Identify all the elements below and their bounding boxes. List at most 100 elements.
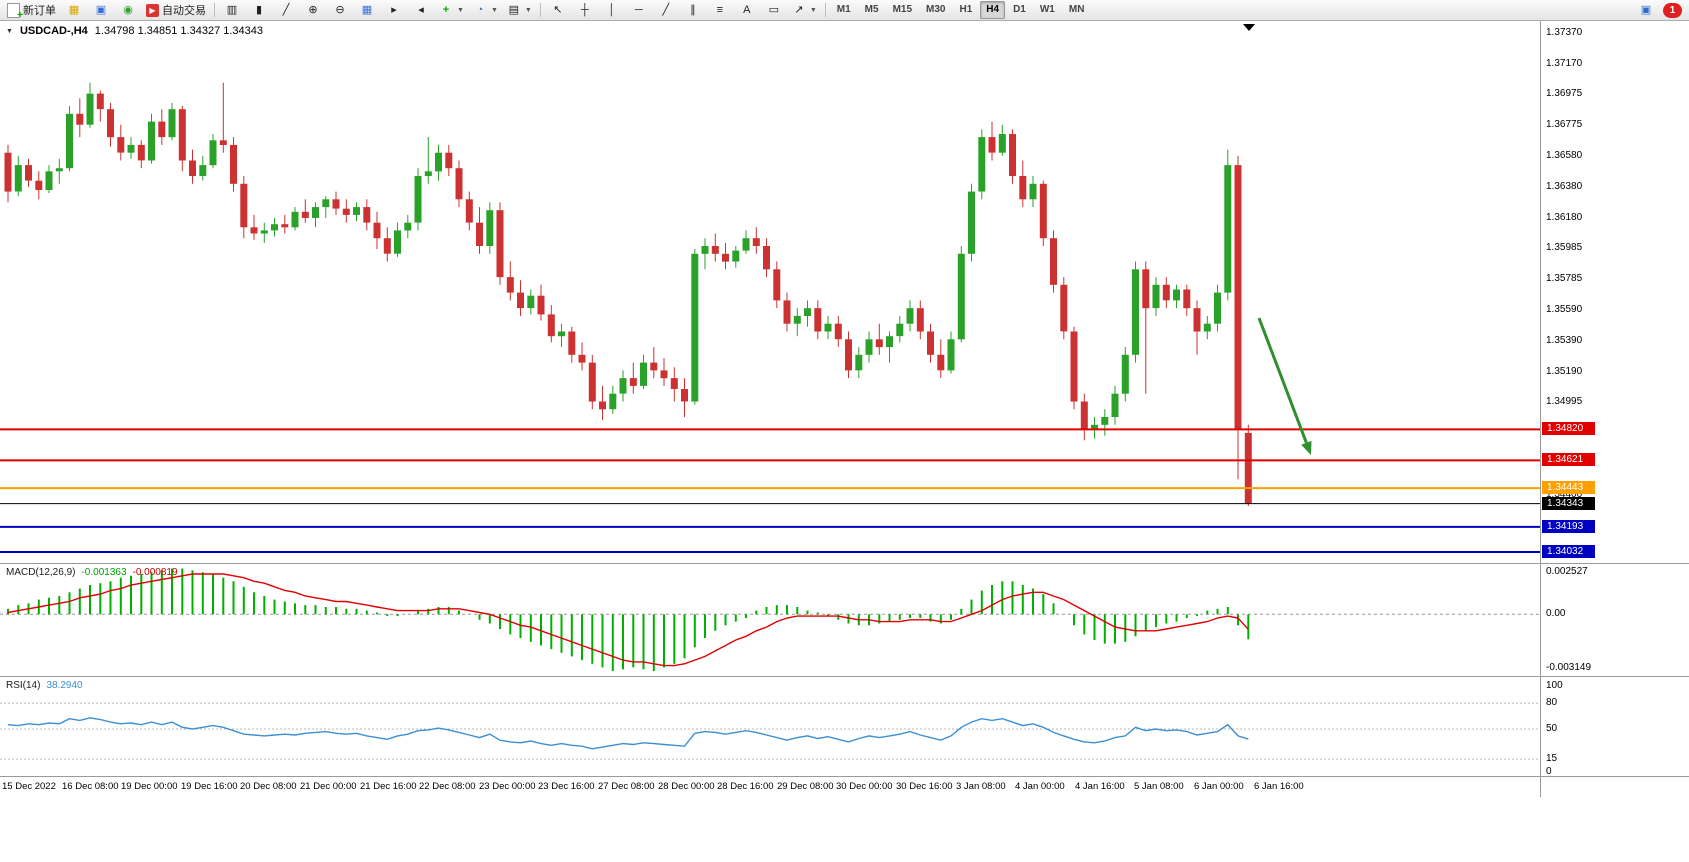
tf-button-m30[interactable]: M30 — [926, 4, 946, 15]
cursor-tool-button[interactable]: ↖ — [545, 0, 571, 20]
chart-window: ▼ USDCAD-,H4 1.34798 1.34851 1.34327 1.3… — [0, 21, 1689, 862]
vertical-line-tool-button[interactable]: │ — [599, 0, 625, 20]
collapse-icon[interactable]: ▼ — [6, 27, 13, 35]
rsi-level-tick: 100 — [1546, 680, 1563, 691]
tf-button-m5[interactable]: M5 — [864, 4, 879, 15]
text-icon: A — [743, 4, 751, 16]
time-tick: 16 Dec 08:00 — [62, 781, 119, 792]
time-tick: 21 Dec 16:00 — [360, 781, 417, 792]
auto-scroll-button[interactable]: ▸ — [381, 0, 407, 20]
time-tick: 15 Dec 2022 — [2, 781, 56, 792]
hline-price-label: 1.34621 — [1542, 453, 1595, 466]
tf-button-h1[interactable]: H1 — [959, 4, 973, 15]
price-tick: 1.36580 — [1546, 150, 1583, 161]
tile-windows-button[interactable]: ▦ — [354, 0, 380, 20]
price-tick: 1.37370 — [1546, 27, 1583, 38]
zoom-in-icon: ⊕ — [308, 4, 318, 16]
panel-separator[interactable] — [0, 676, 1689, 677]
price-tick: 1.36775 — [1546, 119, 1583, 130]
time-tick: 28 Dec 16:00 — [717, 781, 774, 792]
time-tick: 19 Dec 00:00 — [121, 781, 178, 792]
rsi-name: RSI(14) — [6, 680, 41, 691]
charts-button[interactable]: ▦ — [61, 0, 87, 20]
time-tick: 6 Jan 00:00 — [1194, 781, 1244, 792]
chart-shift-button[interactable]: ◂ — [408, 0, 434, 20]
chevron-down-icon: ▼ — [524, 6, 532, 14]
autotrading-label: 自动交易 — [162, 5, 206, 17]
scripts-button[interactable]: ◉ — [115, 0, 141, 20]
notification-badge[interactable]: 1 — [1663, 2, 1682, 18]
new-order-button[interactable]: + 新订单 — [3, 0, 60, 20]
time-tick: 4 Jan 00:00 — [1015, 781, 1065, 792]
new-order-icon: + — [7, 2, 23, 20]
profiles-button[interactable]: ▣ — [88, 0, 114, 20]
tf-button-mn[interactable]: MN — [1068, 4, 1085, 15]
tf-button-m1[interactable]: M1 — [836, 4, 851, 15]
text-tool-button[interactable]: A — [734, 0, 760, 20]
timeframe-buttons: M1 M5 M15 M30 H1 H4 D1 W1 MN — [830, 1, 1092, 19]
templates-button[interactable]: ▤ ▼ — [503, 0, 536, 20]
fibonacci-tool-button[interactable]: ≡ — [707, 0, 733, 20]
macd-zero-tick: 0.00 — [1546, 608, 1566, 619]
text-label-tool-button[interactable]: ▭ — [761, 0, 787, 20]
time-axis[interactable]: 15 Dec 2022 16 Dec 08:00 19 Dec 00:00 19 De… — [0, 778, 1540, 797]
line-chart-type-button[interactable]: ╱ — [273, 0, 299, 20]
indicators-button[interactable]: + ▼ — [435, 0, 468, 20]
channel-icon: ∥ — [690, 4, 696, 16]
time-tick: 22 Dec 08:00 — [419, 781, 476, 792]
template-icon: ▤ — [508, 4, 520, 16]
bid-price-label: 1.34343 — [1542, 497, 1595, 510]
toolbar-separator — [824, 3, 826, 17]
autotrading-button[interactable]: ▶ 自动交易 — [142, 0, 210, 20]
price-tick: 1.35590 — [1546, 304, 1583, 315]
arrow-tool-icon: ↗ — [794, 4, 804, 16]
time-tick: 30 Dec 00:00 — [836, 781, 893, 792]
price-tick: 1.36975 — [1546, 88, 1583, 99]
tf-button-m15[interactable]: M15 — [892, 4, 913, 15]
periods-button[interactable]: ◔ ▼ — [469, 0, 502, 20]
price-axis[interactable]: 1.37370 1.37170 1.36975 1.36775 1.36580 1.363… — [1541, 21, 1689, 797]
macd-panel[interactable] — [0, 564, 1540, 676]
panel-separator[interactable] — [0, 563, 1689, 564]
tf-button-d1[interactable]: D1 — [1013, 4, 1026, 15]
macd-axis: 0.002527 0.00 -0.003149 — [1541, 21, 1689, 797]
time-tick: 28 Dec 00:00 — [658, 781, 715, 792]
rsi-level-tick: 80 — [1546, 697, 1558, 708]
candlestick-type-button[interactable]: ▮ — [246, 0, 272, 20]
rsi-panel[interactable] — [0, 677, 1540, 776]
tf-button-w1[interactable]: W1 — [1039, 4, 1055, 15]
chevron-down-icon: ▼ — [457, 6, 464, 14]
time-tick: 5 Jan 08:00 — [1134, 781, 1184, 792]
window-bottom — [0, 798, 1689, 862]
rsi-label: RSI(14) 38.2940 — [6, 680, 83, 691]
macd-main-value: -0.001363 — [81, 567, 127, 578]
time-tick: 29 Dec 08:00 — [777, 781, 834, 792]
horizontal-line-tool-button[interactable]: ─ — [626, 0, 652, 20]
channel-tool-button[interactable]: ∥ — [680, 0, 706, 20]
time-tick: 4 Jan 16:00 — [1075, 781, 1125, 792]
price-tick: 1.35985 — [1546, 242, 1583, 253]
chart-title: ▼ USDCAD-,H4 1.34798 1.34851 1.34327 1.3… — [6, 25, 263, 37]
tf-button-h4[interactable]: H4 — [980, 1, 1006, 19]
rsi-value: 38.2940 — [46, 680, 83, 691]
vertical-line-icon: │ — [608, 4, 616, 16]
profile-icon: ▣ — [95, 4, 107, 16]
horizontal-line-icon: ─ — [634, 4, 643, 16]
bar-chart-type-button[interactable]: ▥ — [219, 0, 245, 20]
toolbar-separator — [214, 3, 215, 17]
crosshair-tool-button[interactable]: ┼ — [572, 0, 598, 20]
community-button[interactable]: ▣ — [1633, 0, 1659, 20]
arrows-tool-button[interactable]: ↗ ▼ — [788, 0, 821, 20]
time-tick: 20 Dec 08:00 — [240, 781, 297, 792]
candlestick-chart[interactable] — [0, 21, 1540, 563]
trendline-tool-button[interactable]: ╱ — [653, 0, 679, 20]
zoom-in-button[interactable]: ⊕ — [300, 0, 326, 20]
price-tick: 1.34995 — [1546, 396, 1583, 407]
hline-price-label: 1.34820 — [1542, 422, 1595, 435]
macd-signal-value: -0.000819 — [132, 567, 178, 578]
zoom-out-button[interactable]: ⊖ — [327, 0, 353, 20]
tile-windows-icon: ▦ — [361, 4, 373, 16]
fibonacci-icon: ≡ — [716, 4, 724, 16]
toolbar-right-group: ▣ 1 — [1633, 0, 1686, 20]
auto-scroll-icon: ▸ — [391, 4, 397, 16]
